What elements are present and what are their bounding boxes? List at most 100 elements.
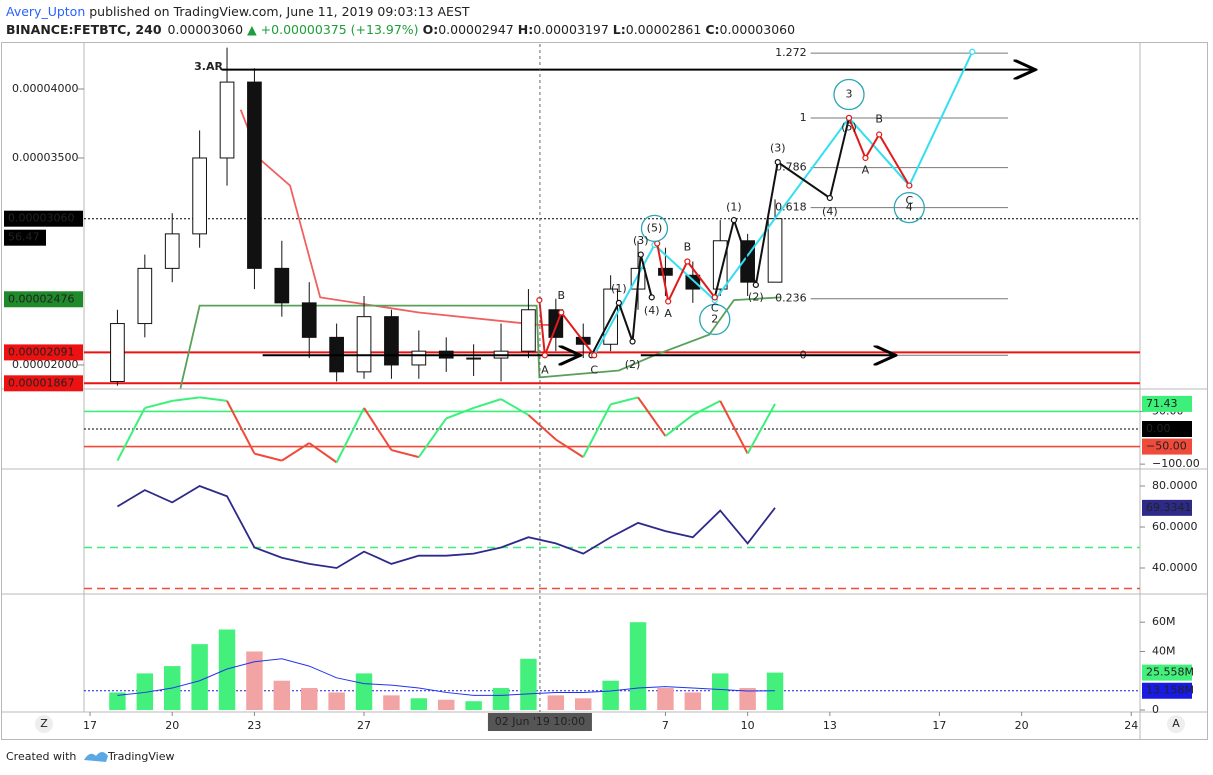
volume-bar [383, 695, 400, 710]
candle-body [685, 274, 701, 290]
x-tick-label: 7 [662, 719, 669, 732]
candle-body [274, 267, 290, 304]
volume-bar [602, 680, 619, 710]
y-tick-label: 0.00004000 [12, 82, 78, 95]
oscillator-segment [199, 396, 228, 402]
price-badge [1142, 438, 1192, 455]
header-line-2: BINANCE:FETBTC, 240 0.00003060 ▲ +0.000003… [6, 22, 795, 37]
wave-label: (3) [770, 141, 786, 154]
rsi-line [116, 484, 776, 569]
wave-point [637, 251, 644, 258]
wave-point [730, 216, 738, 224]
oscillator-segment [418, 417, 448, 458]
published: published on TradingView.com, June 11, 2… [89, 4, 470, 19]
candle-body [521, 309, 536, 352]
ohlc-value: 0.00003197 [533, 22, 609, 37]
fib-label: 0.236 [775, 292, 807, 305]
volume-bar [712, 673, 729, 710]
oscillator-segment [555, 438, 584, 458]
wave-point [711, 294, 718, 301]
candle-body [137, 267, 153, 325]
volume-bar [520, 658, 537, 710]
price-badge-label: 0.00003060 [8, 212, 74, 225]
oscillator-segment [116, 407, 146, 462]
y-tick-label: 0.00002000 [12, 358, 78, 371]
wave-point [558, 309, 565, 316]
oscillator-segment [308, 442, 338, 464]
price-badge-label: 0.00 [1146, 422, 1171, 435]
wave-label: C [711, 301, 719, 314]
volume-bar [191, 644, 208, 710]
fib-label: 1.272 [775, 46, 807, 59]
volume-bar [410, 698, 428, 710]
footer-brand[interactable]: TradingView [107, 750, 174, 763]
wave-label: 2 [711, 312, 718, 325]
wave-label: (2) [748, 290, 764, 303]
price-badge-label: 0.00002476 [8, 292, 74, 305]
volume-bar [136, 673, 154, 710]
wave-label: A [541, 363, 549, 376]
ohlc-key: C: [705, 22, 719, 37]
wave-label: C [905, 194, 913, 207]
wave-point [752, 281, 759, 289]
candle-body [356, 316, 372, 373]
volume-bar [109, 692, 126, 710]
y-tick-label: 60M [1152, 615, 1176, 628]
zoom-button-label[interactable]: Z [40, 717, 48, 730]
x-tick-label: 20 [1015, 719, 1029, 732]
volume-bar [657, 688, 674, 710]
price-badge [1142, 664, 1192, 681]
candle-body [164, 233, 180, 269]
wave-point [906, 182, 913, 189]
auto-button-label[interactable]: A [1172, 717, 1180, 730]
volume-bar [273, 680, 291, 710]
countdown-badge [4, 229, 46, 246]
y-tick-label: 40.0000 [1152, 561, 1198, 574]
wave-label: B [558, 289, 566, 302]
oscillator-segment [692, 400, 721, 416]
change: ▲ +0.00000375 (+13.97%) [247, 22, 418, 37]
price-badge [4, 344, 83, 361]
price-badge [1142, 395, 1192, 412]
zoom-button[interactable] [35, 715, 53, 733]
candle-body [247, 81, 262, 269]
ohlc-key: H: [518, 22, 533, 37]
ohlc-value: 0.00002861 [626, 22, 702, 37]
volume-bar [301, 688, 318, 710]
volume-bar [547, 695, 565, 710]
wave-point [665, 298, 672, 305]
volume-bar [684, 692, 702, 710]
wave-label: (1) [726, 201, 742, 214]
candle-body [192, 157, 207, 235]
fib-label: 0.786 [775, 161, 807, 174]
footer-text: Created with [6, 750, 76, 763]
auto-button[interactable] [1167, 715, 1185, 733]
crosshair-label: 02 Jun '19 10:00 [495, 715, 585, 728]
wave-label: (4) [644, 304, 660, 317]
author[interactable]: Avery_Upton [6, 4, 85, 19]
wave-label: 4 [906, 201, 913, 214]
wave-path [593, 51, 974, 356]
wave-point [536, 297, 543, 304]
footer-logo[interactable] [84, 752, 108, 762]
price-badge-label: 0.00002091 [8, 345, 74, 358]
wave-point [969, 48, 976, 55]
candle-body [658, 267, 673, 276]
price-badge [1142, 499, 1192, 516]
ohlc-key: O: [423, 22, 439, 37]
wave-label: (4) [822, 205, 838, 218]
candle-body [384, 316, 399, 366]
price-badge-label: 0.00001867 [8, 376, 74, 389]
wave-path [538, 300, 595, 356]
ohlc-key: L: [613, 22, 626, 37]
oscillator-segment [144, 399, 173, 409]
x-tick-label: 17 [83, 719, 97, 732]
plot: 0.00004000 0.00003500 0.00002000 0.00003060… [4, 44, 1200, 732]
ohlc-value: 0.00002947 [438, 22, 514, 37]
x-tick-label: 27 [357, 719, 371, 732]
x-tick-label: 20 [165, 719, 179, 732]
last-price: 0.00003060 [168, 22, 244, 37]
volume-bar [328, 692, 345, 710]
header-line-1: Avery_Upton published on TradingView.com,… [6, 4, 470, 19]
